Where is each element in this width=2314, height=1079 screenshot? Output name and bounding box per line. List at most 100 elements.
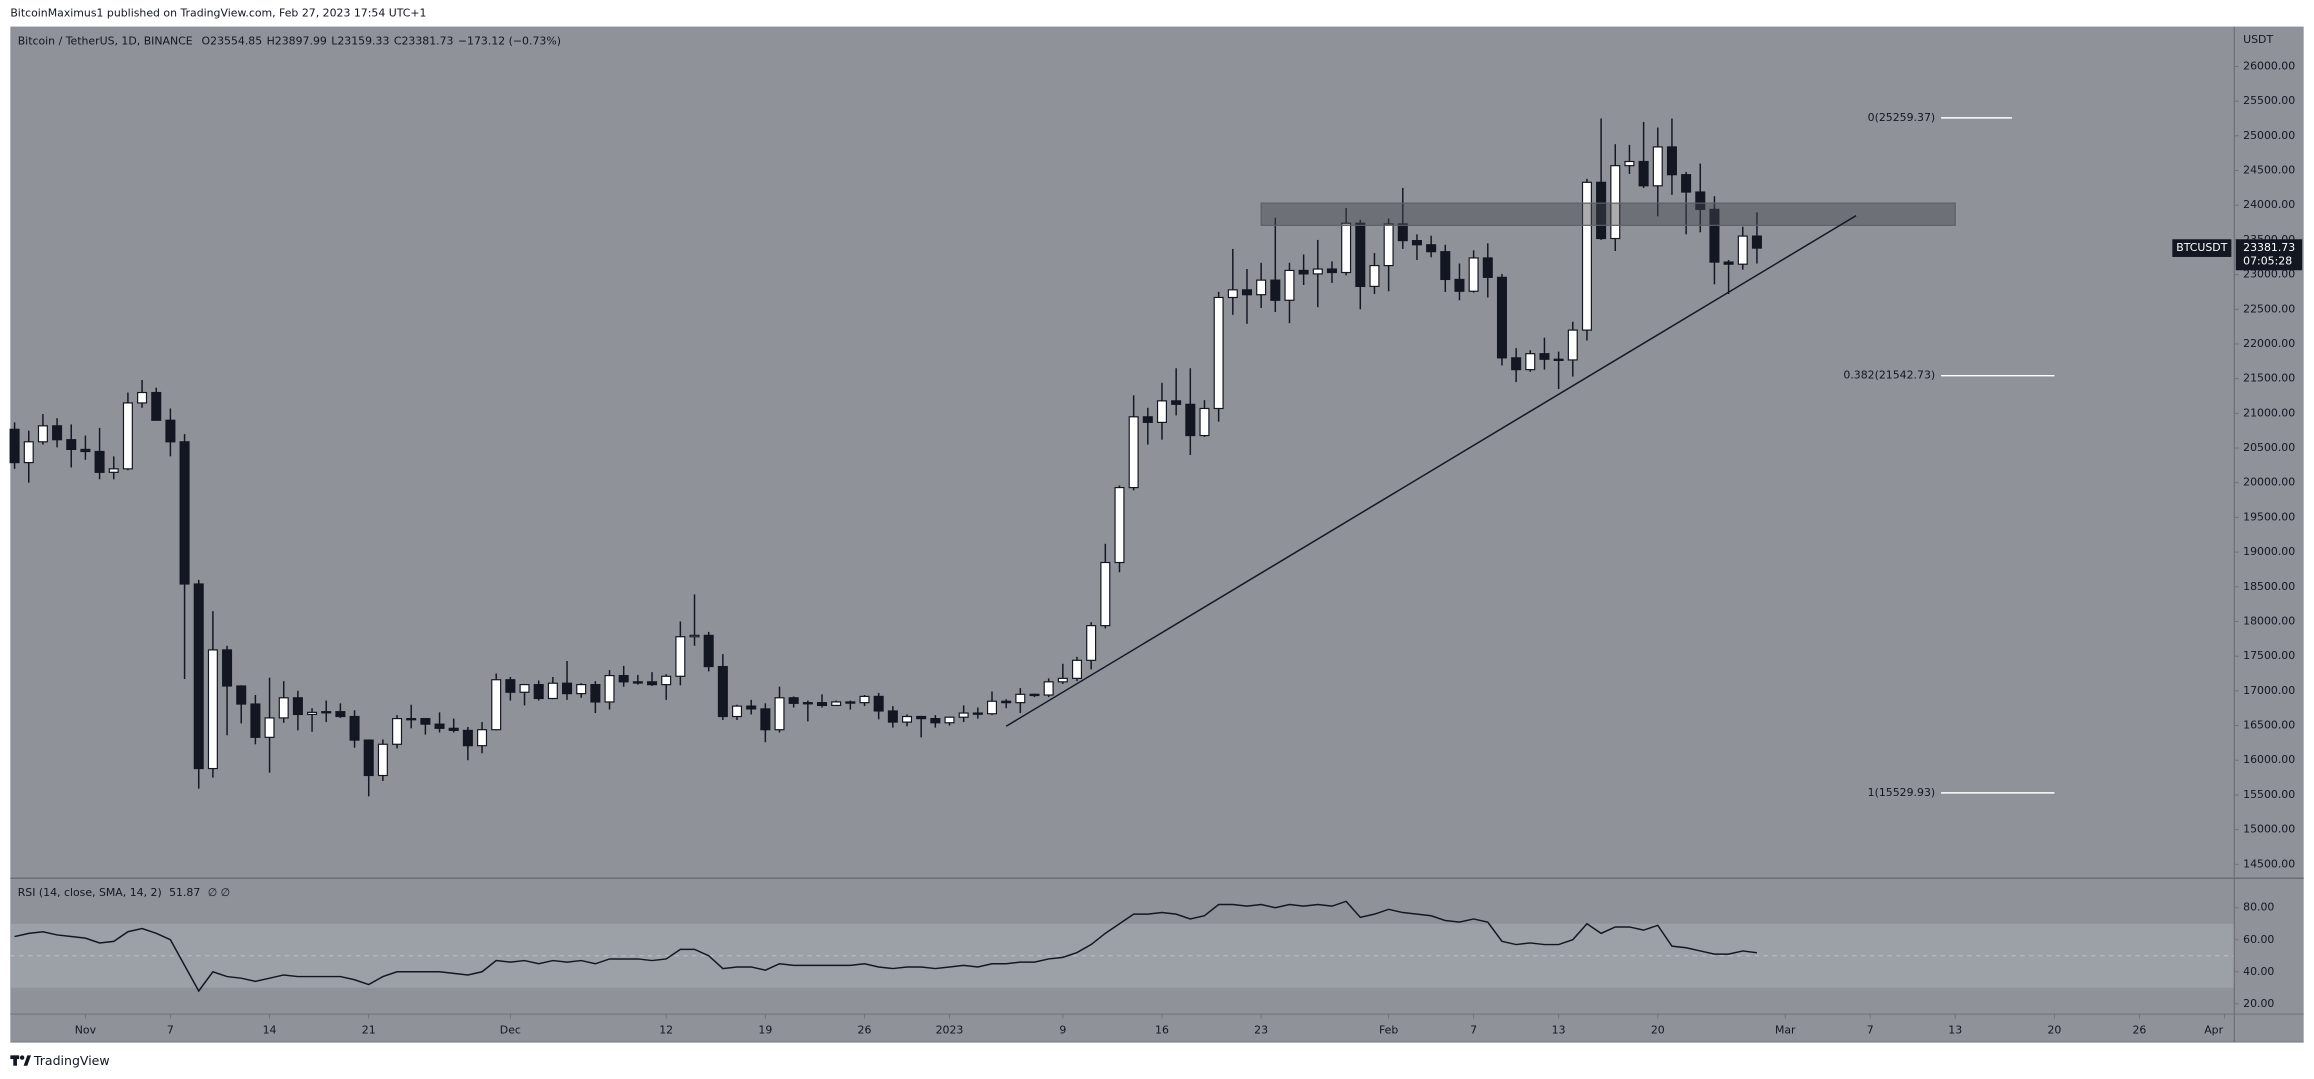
- x-tick-label: 12: [659, 1023, 673, 1036]
- candle-body: [250, 703, 261, 738]
- candle-body: [689, 634, 700, 638]
- candle-body: [717, 665, 728, 718]
- candle-body: [1256, 279, 1267, 296]
- symbol-tag: [2172, 239, 2232, 257]
- candle-body: [1652, 146, 1663, 187]
- candle-body: [1100, 561, 1111, 627]
- candle-body: [406, 718, 417, 721]
- y-tick-label: 19000.00: [2243, 545, 2295, 558]
- y-tick-label: 23000.00: [2243, 268, 2295, 281]
- chart-header: Bitcoin / TetherUS, 1D, BINANCE O23554.85…: [18, 34, 561, 47]
- candle-body: [604, 674, 615, 703]
- candle-body: [1312, 268, 1323, 275]
- candle-body: [958, 712, 969, 718]
- candle-body: [590, 684, 601, 703]
- candle-body: [816, 702, 828, 707]
- y-tick-label: 18000.00: [2243, 614, 2295, 627]
- candle-body: [1496, 276, 1507, 359]
- candle-body: [1199, 407, 1210, 437]
- candle-body: [420, 718, 431, 725]
- candle-body: [703, 634, 714, 668]
- candle-body: [1567, 329, 1578, 361]
- x-tick-label: 7: [1867, 1023, 1874, 1036]
- candle-body: [576, 684, 587, 695]
- candle-body: [179, 441, 190, 585]
- candle-body: [1341, 222, 1352, 274]
- candle-body: [831, 701, 842, 707]
- fib-label: 0(25259.37): [1868, 111, 1935, 124]
- candle-body: [675, 636, 686, 677]
- candle-body: [363, 739, 374, 777]
- candle-body: [1284, 269, 1295, 301]
- candle-body: [307, 711, 318, 716]
- candle-body: [647, 681, 658, 686]
- y-axis-label: USDT: [2243, 33, 2273, 46]
- candle-body: [1681, 174, 1692, 193]
- y-tick-label: 20500.00: [2243, 441, 2295, 454]
- y-tick-label: 14500.00: [2243, 857, 2295, 870]
- candle-body: [1666, 146, 1677, 176]
- candle-body: [1213, 296, 1224, 410]
- candle-body: [1241, 289, 1252, 296]
- candle-body: [151, 391, 162, 421]
- fib-label: 1(15529.93): [1868, 786, 1935, 799]
- resistance-zone: [1260, 202, 1956, 226]
- candle-body: [1581, 181, 1592, 331]
- price-tag: [2235, 239, 2303, 271]
- x-tick-label: 13: [1948, 1023, 1962, 1036]
- rsi-line: [14, 900, 1758, 993]
- candle-body: [165, 419, 176, 443]
- candle-body: [916, 715, 927, 720]
- y-tick-label: 19500.00: [2243, 510, 2295, 523]
- trendline: [1005, 214, 1857, 727]
- candle-body: [392, 718, 403, 745]
- candle-body: [1142, 416, 1153, 423]
- candle-body: [1596, 181, 1607, 240]
- candle-body: [207, 649, 218, 770]
- rsi-na: ∅ ∅: [208, 886, 230, 899]
- ohlc-value: 23554.85: [210, 34, 262, 47]
- y-tick-label: 60.00: [2243, 933, 2274, 946]
- candle-body: [972, 712, 983, 715]
- candle-body: [1114, 486, 1125, 564]
- candle-body: [1071, 659, 1083, 679]
- candle-body: [491, 679, 502, 731]
- candle-body: [1468, 257, 1479, 292]
- x-tick-label: 23: [1254, 1023, 1268, 1036]
- candle-body: [1369, 264, 1380, 287]
- candle-body: [264, 717, 275, 738]
- candle-body: [1454, 278, 1465, 292]
- x-tick-label: 19: [758, 1023, 772, 1036]
- candle-body: [632, 681, 643, 684]
- x-tick-label: 7: [167, 1023, 174, 1036]
- chart-background: [10, 26, 2304, 1043]
- candle-body: [1043, 681, 1054, 696]
- ohlc-label: H: [267, 34, 275, 47]
- countdown-label: 07:05:28: [2243, 254, 2292, 267]
- y-tick-label: 24000.00: [2243, 198, 2295, 211]
- y-tick-label: 21500.00: [2243, 372, 2295, 385]
- candle-body: [236, 685, 247, 705]
- candle-body: [1440, 251, 1451, 281]
- candle-body: [1057, 677, 1068, 683]
- y-tick-label: 26000.00: [2243, 59, 2295, 72]
- candle-body: [944, 716, 955, 724]
- x-tick-label: 26: [2132, 1023, 2146, 1036]
- x-tick-label: 7: [1470, 1023, 1477, 1036]
- ohlc-value: 23897.99: [275, 34, 327, 47]
- candle-body: [859, 695, 870, 704]
- candle-body: [1695, 191, 1706, 210]
- candle-body: [122, 402, 133, 470]
- candle-body: [1029, 693, 1040, 697]
- candle-body: [448, 727, 459, 731]
- candle-body: [746, 705, 757, 710]
- ohlc-value: 23381.73: [401, 34, 453, 47]
- candle-body: [1624, 160, 1635, 167]
- candle-body: [94, 450, 105, 473]
- candle-body: [1525, 353, 1536, 371]
- candle-body: [137, 391, 148, 404]
- y-tick-label: 25500.00: [2243, 94, 2295, 107]
- candle-body: [80, 448, 91, 453]
- symbol-title: Bitcoin / TetherUS, 1D, BINANCE: [18, 34, 193, 47]
